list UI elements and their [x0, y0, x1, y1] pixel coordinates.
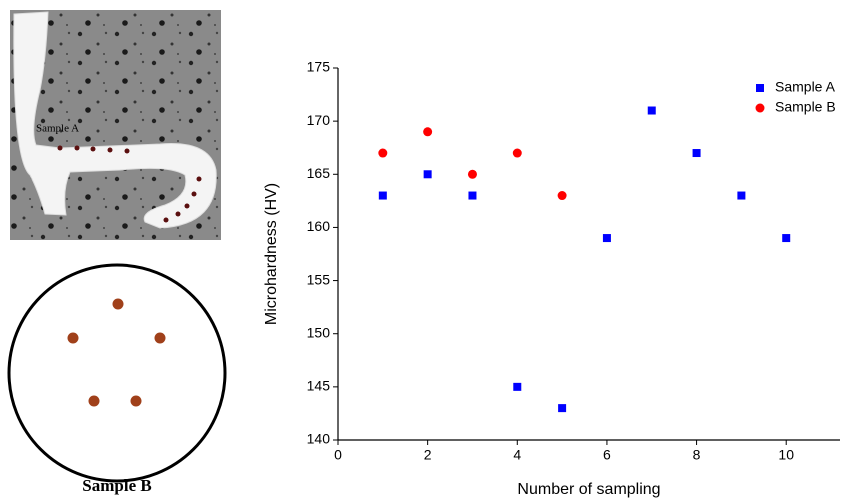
y-tick-label: 145 [307, 378, 331, 394]
x-tick-label: 10 [778, 447, 794, 463]
point [378, 191, 387, 200]
micrograph: Sample A [10, 10, 221, 240]
point [423, 127, 433, 137]
sample-b-points [67, 298, 166, 407]
y-tick-label: 140 [307, 431, 331, 447]
point [423, 170, 432, 179]
point [467, 169, 477, 179]
legend-label: Sample B [775, 99, 836, 115]
sample-b-label: Sample B [82, 476, 151, 495]
point [513, 382, 522, 391]
point [557, 191, 567, 201]
point [512, 148, 522, 158]
point [468, 191, 477, 200]
legend-marker [755, 103, 765, 113]
y-tick-label: 155 [307, 271, 331, 287]
x-axis-label: Number of sampling [517, 481, 660, 498]
y-tick-label: 170 [307, 112, 331, 128]
y-tick-label: 175 [307, 59, 331, 75]
point [558, 404, 567, 413]
point [737, 191, 746, 200]
x-tick-label: 8 [693, 447, 701, 463]
sample-a-label: Sample A [36, 123, 79, 135]
cross-section [7, 263, 227, 483]
weld-region [13, 11, 217, 229]
x-tick-label: 4 [513, 447, 521, 463]
point [602, 234, 611, 243]
sample-b-diagram: Sample B [7, 263, 227, 495]
x-tick-label: 6 [603, 447, 611, 463]
sample-a-points [57, 145, 202, 223]
x-tick-label: 0 [334, 447, 342, 463]
point [647, 106, 656, 115]
point [782, 234, 791, 243]
y-tick-label: 150 [307, 324, 331, 340]
y-tick-label: 160 [307, 218, 331, 234]
y-tick-label: 165 [307, 165, 331, 181]
x-tick-label: 2 [424, 447, 432, 463]
legend-marker [756, 84, 764, 92]
y-axis-label: Microhardness (HV) [263, 183, 280, 325]
legend-label: Sample A [775, 79, 836, 95]
point [378, 148, 388, 158]
point [692, 149, 701, 158]
